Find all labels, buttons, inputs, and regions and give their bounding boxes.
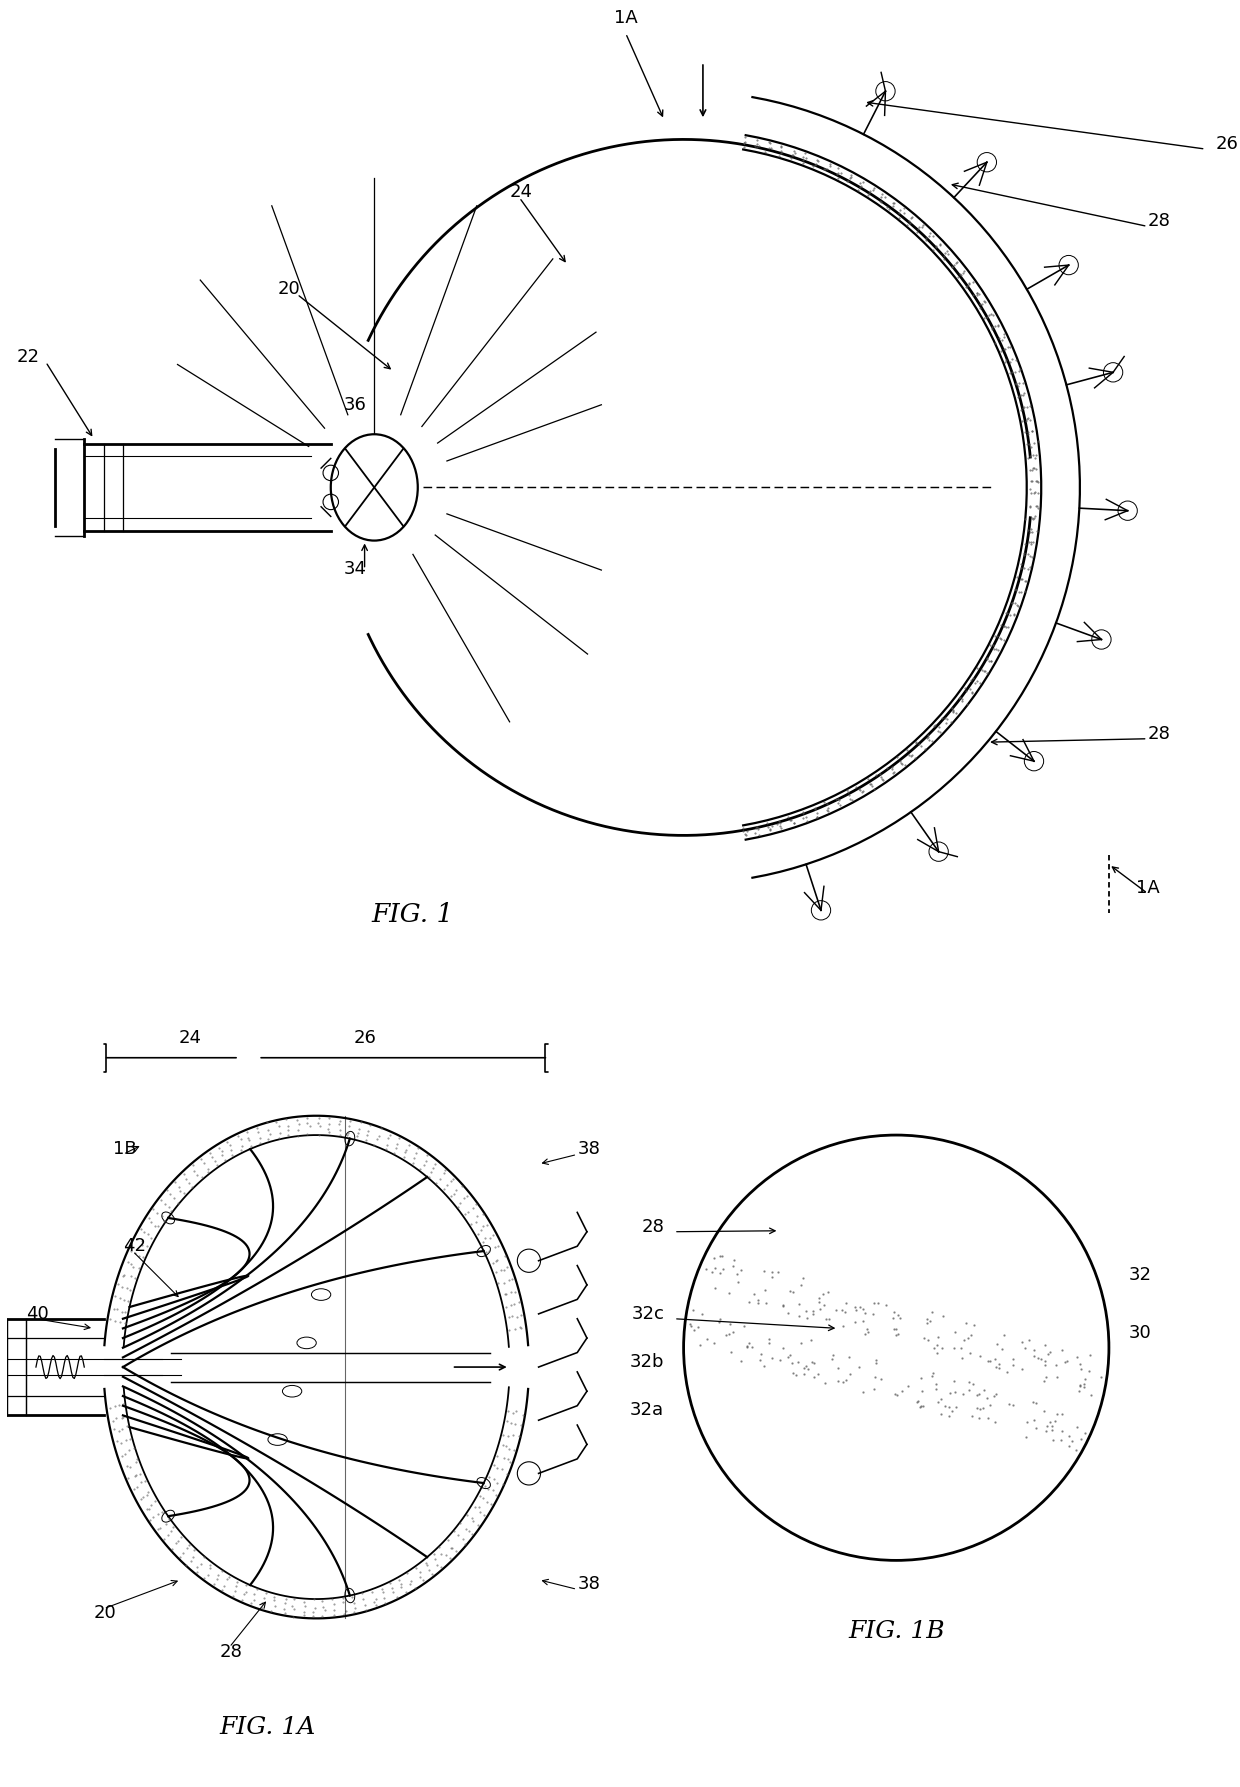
Text: 38: 38 <box>578 1140 600 1158</box>
Text: FIG. 1A: FIG. 1A <box>219 1716 316 1739</box>
Text: 28: 28 <box>1147 213 1171 231</box>
Text: 20: 20 <box>94 1605 117 1623</box>
Text: 34: 34 <box>343 561 367 579</box>
Text: 24: 24 <box>510 184 533 202</box>
Text: FIG. 1B: FIG. 1B <box>848 1619 945 1642</box>
Circle shape <box>683 1135 1109 1560</box>
Text: 36: 36 <box>343 397 366 415</box>
Text: 32b: 32b <box>630 1353 665 1371</box>
Text: 22: 22 <box>16 348 40 366</box>
Text: 1A: 1A <box>1136 879 1159 897</box>
Text: 26: 26 <box>1215 136 1238 154</box>
Text: 26: 26 <box>353 1029 376 1047</box>
Text: 28: 28 <box>219 1642 243 1662</box>
Text: 38: 38 <box>578 1576 600 1594</box>
Text: 28: 28 <box>641 1217 665 1237</box>
Text: FIG. 1: FIG. 1 <box>372 902 454 927</box>
Text: 20: 20 <box>278 281 300 298</box>
Ellipse shape <box>331 434 418 541</box>
Text: 40: 40 <box>26 1305 50 1322</box>
Text: 30: 30 <box>1128 1324 1151 1342</box>
Text: 1A: 1A <box>614 9 637 27</box>
Text: 32: 32 <box>1128 1265 1151 1285</box>
Text: 1B: 1B <box>113 1140 136 1158</box>
Text: 32a: 32a <box>630 1401 665 1419</box>
Text: 24: 24 <box>179 1029 202 1047</box>
Text: 28: 28 <box>1147 726 1171 743</box>
Text: 42: 42 <box>123 1237 146 1254</box>
Text: 32c: 32c <box>631 1305 665 1322</box>
